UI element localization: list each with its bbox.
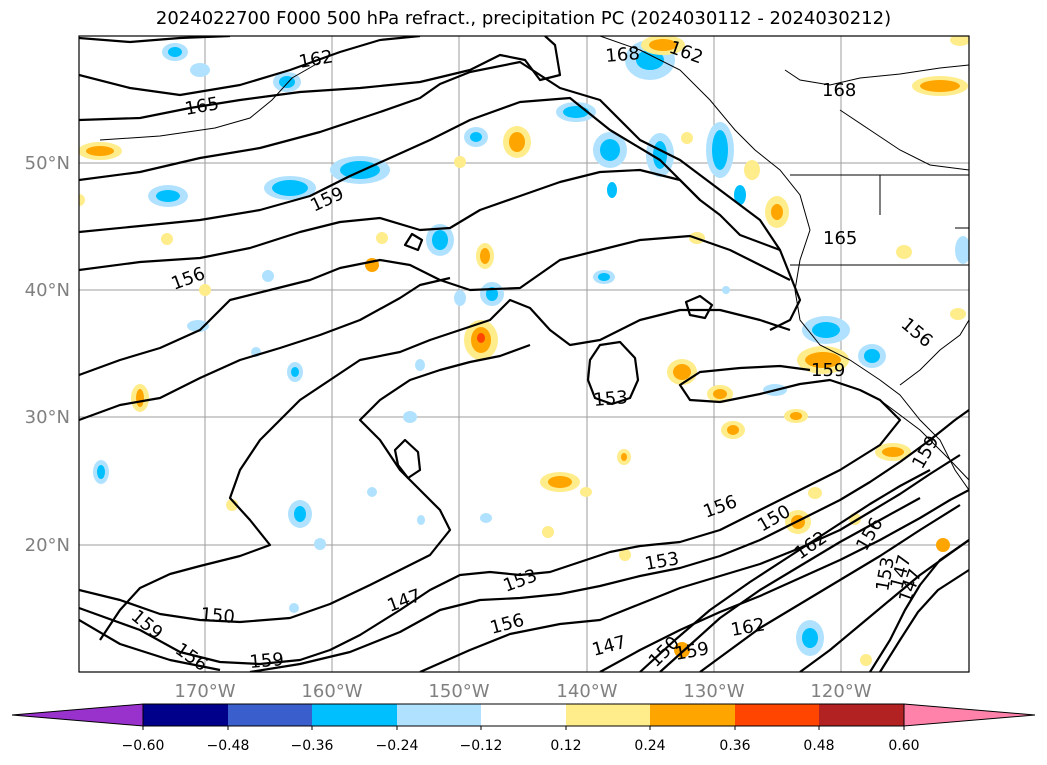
colorbar-cell (312, 704, 397, 726)
lon-label: 130°W (683, 681, 744, 702)
lon-label: 160°W (301, 681, 362, 702)
colorbar-tick-label: −0.36 (291, 738, 334, 754)
colorbar-cells (11, 703, 1036, 730)
colorbar: −0.60 −0.48 −0.36 −0.24 −0.12 0.12 0.24 … (11, 703, 1036, 754)
lat-label: 40°N (25, 280, 70, 301)
lat-label: 20°N (25, 535, 70, 556)
lon-label: 140°W (556, 681, 617, 702)
colorbar-cell (481, 704, 566, 726)
longitude-labels: 170°W 160°W 150°W 140°W 130°W 120°W (174, 681, 871, 702)
colorbar-cell (566, 704, 650, 726)
lat-label: 50°N (25, 153, 70, 174)
colorbar-cell (650, 704, 735, 726)
colorbar-tick-label: −0.24 (376, 738, 419, 754)
colorbar-outline (142, 703, 905, 727)
lon-label: 150°W (428, 681, 489, 702)
contour-label: 159 (811, 360, 845, 381)
colorbar-cell (819, 704, 904, 726)
lon-label: 170°W (174, 681, 235, 702)
colorbar-cell (735, 704, 819, 726)
colorbar-tick-label: 0.60 (888, 738, 919, 754)
colorbar-tick-label: 0.12 (550, 738, 581, 754)
contour-label: 168 (822, 80, 856, 101)
lon-label: 120°W (810, 681, 871, 702)
colorbar-tick-label: −0.48 (207, 738, 250, 754)
colorbar-cell (228, 704, 312, 726)
latitude-labels: 50°N 40°N 30°N 20°N (25, 153, 70, 556)
colorbar-tick-label: 0.36 (719, 738, 750, 754)
colorbar-cell (397, 704, 481, 726)
colorbar-cell (143, 704, 228, 726)
map-frame (78, 35, 970, 673)
contour-label: 153 (593, 387, 629, 411)
colorbar-extend-high (903, 703, 1036, 727)
colorbar-extend-low (11, 703, 144, 727)
contour-label: 150 (200, 604, 236, 628)
refractivity-contours (79, 36, 969, 672)
colorbar-tick-label: −0.60 (122, 738, 165, 754)
map-panel: 162 165 162 168 168 159 156 165 156 159 … (79, 36, 969, 673)
contour-label: 165 (823, 228, 857, 249)
colorbar-tick-label: −0.12 (460, 738, 503, 754)
coastlines (99, 36, 969, 491)
contour-label: 159 (249, 649, 285, 673)
colorbar-tick-label: 0.48 (803, 738, 834, 754)
map-title: 2024022700 F000 500 hPa refract., precip… (155, 8, 892, 29)
colorbar-labels: −0.60 −0.48 −0.36 −0.24 −0.12 0.12 0.24 … (122, 738, 920, 754)
lat-label: 30°N (25, 407, 70, 428)
contour-label: 168 (605, 43, 641, 67)
colorbar-tick-label: 0.24 (634, 738, 665, 754)
